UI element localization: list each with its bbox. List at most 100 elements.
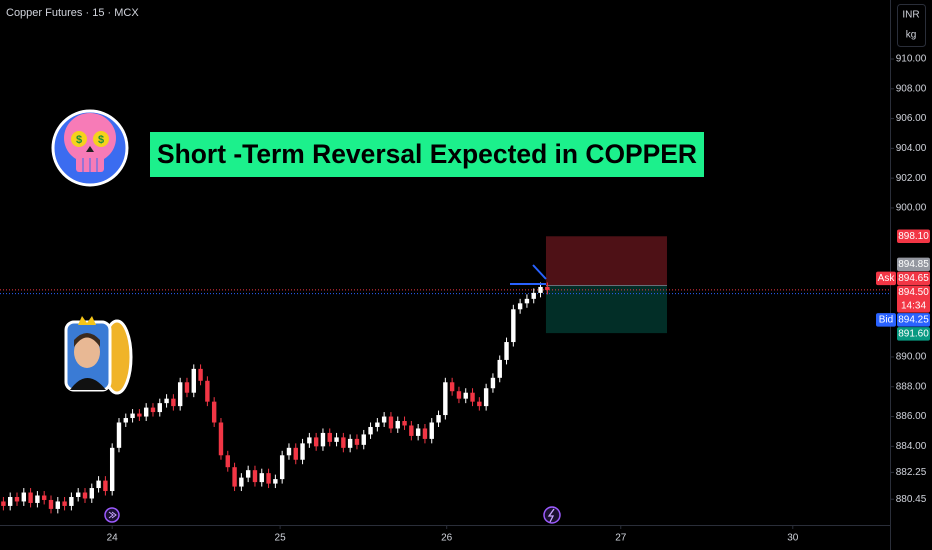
y-tick-label: 900.00 xyxy=(896,203,927,214)
event-icon[interactable] xyxy=(104,507,120,523)
candle-body xyxy=(354,438,360,445)
candle-body xyxy=(320,432,326,447)
y-tick-label: 890.00 xyxy=(896,352,927,363)
currency-box[interactable] xyxy=(897,4,926,47)
candle-body xyxy=(41,495,47,500)
candle-body xyxy=(449,382,455,392)
candle-body xyxy=(545,286,550,290)
candle-body xyxy=(259,473,264,483)
y-tick-label: 904.00 xyxy=(896,143,927,154)
x-tick-label: 26 xyxy=(441,533,453,544)
candle-body xyxy=(463,392,468,399)
tag-badge xyxy=(876,271,896,286)
candle-body xyxy=(69,496,74,506)
candle-body xyxy=(245,470,251,478)
price-tag-label: 898.10 xyxy=(898,231,929,242)
candle-body xyxy=(55,501,60,509)
candle-body xyxy=(130,413,135,419)
tag-badge-label: Ask xyxy=(878,273,896,284)
price-tag xyxy=(897,285,930,313)
price-tag xyxy=(897,313,930,327)
candle-body xyxy=(171,398,176,407)
candle-body xyxy=(62,501,67,506)
candle-body xyxy=(531,292,536,299)
candle-body xyxy=(443,382,448,416)
symbol-title: Copper Futures · 15 · MCX xyxy=(6,7,139,19)
tag-badge-label: Bid xyxy=(879,315,893,326)
y-tick-label: 902.00 xyxy=(896,173,927,184)
candle-body xyxy=(429,422,434,439)
candle-body xyxy=(511,309,516,343)
y-tick-label: 884.00 xyxy=(896,441,927,452)
y-tick-label: 910.00 xyxy=(896,54,927,65)
y-tick-label: 882.25 xyxy=(896,467,927,478)
price-tag xyxy=(897,257,930,272)
candle-body xyxy=(14,496,20,502)
candle-body xyxy=(538,286,543,293)
candle-body xyxy=(347,438,353,448)
x-tick-label: 30 xyxy=(787,533,799,544)
drawn-arrow xyxy=(510,264,547,285)
candle-body xyxy=(252,470,258,483)
candle-body xyxy=(409,425,414,436)
price-tag xyxy=(897,327,930,341)
portrait-sticker xyxy=(64,316,133,395)
candle-body xyxy=(137,413,142,417)
candle-body xyxy=(232,467,237,487)
candle-body xyxy=(75,492,81,497)
candle-body xyxy=(89,488,94,499)
y-tick-label: 886.00 xyxy=(896,411,927,422)
candle-body xyxy=(225,455,230,468)
axis-layer: 910.00 908.00 906.00 904.00 902.00 900.00 890.… xyxy=(107,54,930,544)
candle-body xyxy=(177,382,183,407)
event-icon[interactable] xyxy=(543,506,561,524)
stop-zone xyxy=(545,236,667,286)
tag-badge xyxy=(876,313,896,327)
candle-body xyxy=(218,422,224,456)
candle-body xyxy=(28,492,33,503)
candle-body xyxy=(470,392,475,402)
target-zone xyxy=(545,285,667,334)
candle-body xyxy=(375,422,380,427)
candle-body xyxy=(415,428,421,436)
candle-body xyxy=(436,415,441,423)
candle-body xyxy=(157,403,162,413)
price-tag-label: 894.50 xyxy=(898,287,929,298)
svg-text:$: $ xyxy=(76,134,82,146)
y-tick-label: 880.45 xyxy=(896,494,927,505)
candle-body xyxy=(456,391,462,399)
candle-body xyxy=(422,428,428,439)
candle-body xyxy=(211,401,217,423)
y-tick-label: 888.00 xyxy=(896,381,927,392)
candle-body xyxy=(388,416,394,429)
candle-body xyxy=(300,443,305,460)
price-tag-label: 894.25 xyxy=(898,315,929,326)
candle-body xyxy=(286,447,292,456)
candle-body xyxy=(150,407,156,413)
x-tick-label: 24 xyxy=(107,533,119,544)
candle-body xyxy=(477,401,482,407)
candle-body xyxy=(164,398,169,404)
candle-body xyxy=(368,426,373,435)
currency: INR xyxy=(902,10,919,21)
candle-body xyxy=(517,303,523,310)
candle-body xyxy=(313,437,319,447)
candle-body xyxy=(239,477,244,487)
candle-body xyxy=(1,501,6,506)
candle-body xyxy=(191,368,196,393)
candle-body xyxy=(381,416,387,423)
price-tag-label: 894.65 xyxy=(898,273,929,284)
candle-body xyxy=(490,377,496,389)
candle-body xyxy=(21,492,26,502)
candle-body xyxy=(109,447,115,492)
candle-body xyxy=(35,495,40,503)
candle-body xyxy=(103,480,108,492)
candle-body xyxy=(116,422,122,448)
candle-body xyxy=(48,499,54,509)
x-tick-label: 25 xyxy=(275,533,287,544)
candle-body xyxy=(524,298,530,304)
candle-body xyxy=(293,447,298,460)
candle-body xyxy=(184,382,190,393)
